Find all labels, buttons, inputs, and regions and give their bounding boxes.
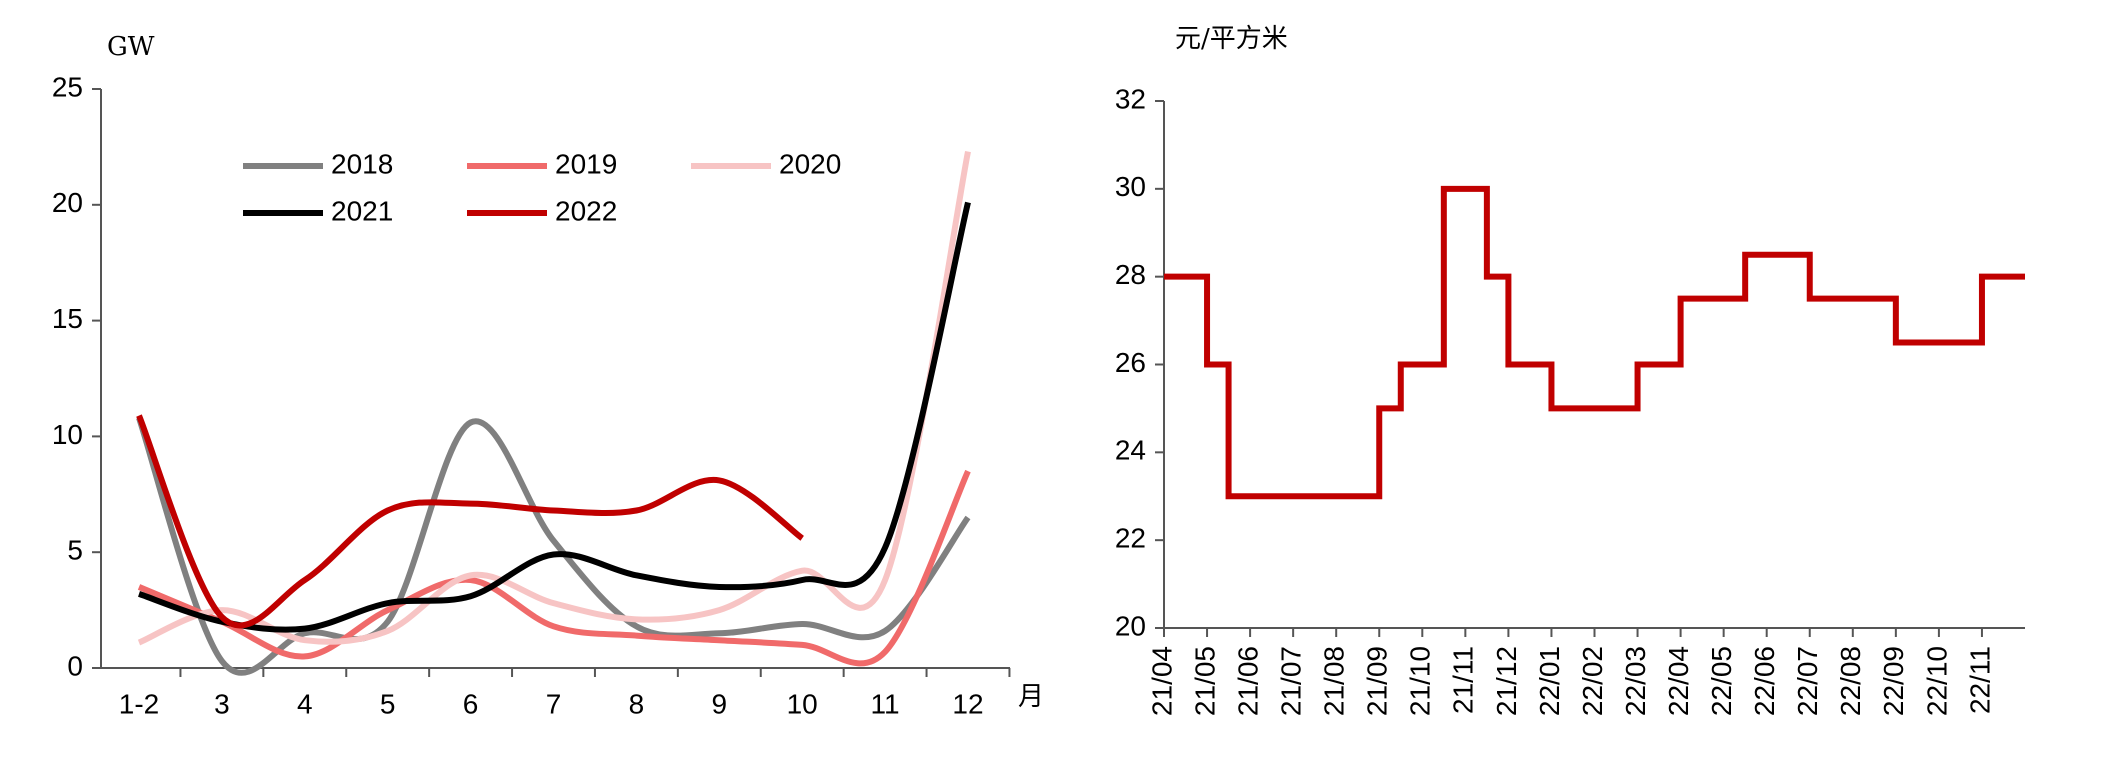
x-tick-label: 21/11 [1448,646,1479,714]
x-tick-label: 21/04 [1146,646,1177,716]
legend-label: 2020 [779,148,841,179]
y-tick-label: 24 [1115,435,1146,466]
x-tick-label: 22/01 [1534,646,1565,716]
x-tick-label: 1-2 [119,688,159,719]
y-tick-label: 20 [1115,610,1146,641]
series-line [138,201,971,633]
x-tick-label: 21/09 [1362,646,1393,716]
y-tick-label: 30 [1115,171,1146,202]
x-tick-label: 21/08 [1319,646,1350,716]
x-tick-label: 22/07 [1792,646,1823,716]
y-tick-label: 10 [52,419,83,450]
x-tick-label: 22/03 [1620,646,1651,716]
y-tick-label: 15 [52,303,83,334]
x-tick-label: 22/10 [1921,646,1952,716]
x-tick-label: 11 [871,688,900,719]
x-tick-label: 12 [952,688,983,719]
y-axis-label: GW [107,32,155,62]
y-tick-label: 22 [1115,523,1146,554]
x-tick-label: 5 [380,688,396,719]
x-axis-label: 月 [1018,682,1044,712]
x-tick-label: 22/09 [1878,646,1909,716]
x-tick-label: 22/05 [1706,646,1737,716]
legend-label: 2019 [555,148,617,179]
x-tick-label: 6 [463,688,479,719]
legend-label: 2021 [331,195,393,226]
y-tick-label: 28 [1115,259,1146,290]
y-axis-label: 元/平方米 [1175,24,1288,54]
series-line [137,150,971,646]
y-tick-label: 20 [52,187,83,218]
x-tick-label: 22/08 [1835,646,1866,716]
x-tick-label: 22/02 [1577,646,1608,716]
legend-label: 2018 [331,148,393,179]
x-tick-label: 21/10 [1405,646,1436,716]
x-tick-label: 22/04 [1663,646,1694,716]
y-tick-label: 32 [1115,83,1146,114]
series-line [137,469,971,667]
y-tick-label: 25 [52,71,83,102]
y-tick-label: 5 [67,535,83,566]
legend-label: 2022 [555,195,617,226]
x-tick-label: 22/06 [1749,646,1780,716]
x-tick-label: 9 [712,688,728,719]
series-line [136,414,804,629]
series-line [136,416,971,676]
step-line [1164,185,2025,500]
x-tick-label: 8 [629,688,645,719]
x-tick-label: 21/12 [1491,646,1522,716]
x-tick-label: 21/05 [1189,646,1220,716]
x-tick-label: 22/11 [1964,646,1995,714]
x-tick-label: 21/06 [1232,646,1263,716]
x-tick-label: 10 [787,688,818,719]
y-tick-label: 26 [1115,347,1146,378]
x-tick-label: 4 [297,688,313,719]
x-tick-label: 3 [214,688,230,719]
y-tick-label: 0 [67,650,83,681]
x-tick-label: 21/07 [1276,646,1307,716]
x-tick-label: 7 [546,688,562,719]
